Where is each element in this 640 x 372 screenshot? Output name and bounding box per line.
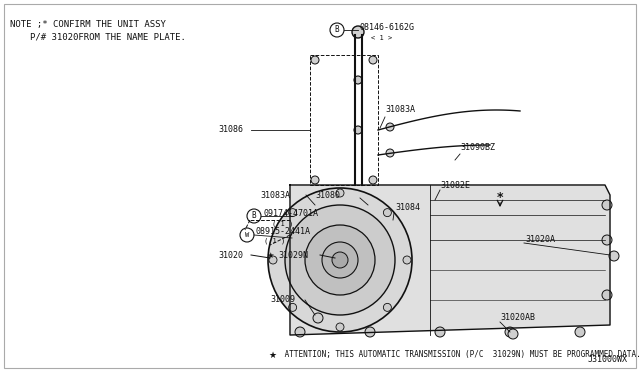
Text: 31020: 31020 bbox=[218, 250, 243, 260]
Circle shape bbox=[311, 56, 319, 64]
Circle shape bbox=[365, 327, 375, 337]
Circle shape bbox=[602, 235, 612, 245]
Bar bbox=[310, 55, 378, 185]
Circle shape bbox=[311, 176, 319, 184]
Text: 31086: 31086 bbox=[218, 125, 243, 135]
Text: 31090BZ: 31090BZ bbox=[460, 144, 495, 153]
Circle shape bbox=[383, 209, 392, 217]
Circle shape bbox=[609, 251, 619, 261]
Text: 31080: 31080 bbox=[315, 190, 340, 199]
Text: 08915-2441A: 08915-2441A bbox=[255, 228, 310, 237]
Circle shape bbox=[330, 23, 344, 37]
Circle shape bbox=[285, 205, 395, 315]
Text: 31029N: 31029N bbox=[278, 250, 308, 260]
Text: 08146-6162G: 08146-6162G bbox=[360, 23, 415, 32]
Polygon shape bbox=[290, 185, 610, 335]
Circle shape bbox=[403, 256, 411, 264]
Circle shape bbox=[269, 256, 277, 264]
Circle shape bbox=[289, 304, 296, 311]
Text: 31082E: 31082E bbox=[440, 180, 470, 189]
Circle shape bbox=[575, 327, 585, 337]
Circle shape bbox=[295, 327, 305, 337]
Circle shape bbox=[247, 209, 261, 223]
Circle shape bbox=[322, 242, 358, 278]
Text: B: B bbox=[252, 212, 256, 221]
Circle shape bbox=[602, 200, 612, 210]
Text: P/# 31020FROM THE NAME PLATE.: P/# 31020FROM THE NAME PLATE. bbox=[30, 32, 186, 42]
Text: 31083A: 31083A bbox=[385, 106, 415, 115]
Text: 31020AB: 31020AB bbox=[500, 314, 535, 323]
Text: 31020A: 31020A bbox=[525, 235, 555, 244]
Circle shape bbox=[369, 56, 377, 64]
Circle shape bbox=[268, 188, 412, 332]
Circle shape bbox=[505, 327, 515, 337]
Text: ( 1 ): ( 1 ) bbox=[264, 238, 285, 244]
Circle shape bbox=[336, 323, 344, 331]
Text: 31084: 31084 bbox=[395, 203, 420, 212]
Circle shape bbox=[352, 26, 364, 38]
Text: ★: ★ bbox=[268, 350, 276, 359]
Text: 31009: 31009 bbox=[270, 295, 295, 305]
Circle shape bbox=[383, 304, 392, 311]
Circle shape bbox=[386, 123, 394, 131]
Text: B: B bbox=[335, 26, 339, 35]
Circle shape bbox=[313, 313, 323, 323]
Circle shape bbox=[435, 327, 445, 337]
Circle shape bbox=[332, 252, 348, 268]
Circle shape bbox=[305, 225, 375, 295]
Circle shape bbox=[386, 149, 394, 157]
Circle shape bbox=[336, 189, 344, 197]
Circle shape bbox=[289, 209, 296, 217]
Circle shape bbox=[602, 290, 612, 300]
Text: W: W bbox=[245, 232, 249, 238]
Circle shape bbox=[508, 329, 518, 339]
Text: ★: ★ bbox=[266, 250, 274, 260]
Text: 31083A: 31083A bbox=[260, 190, 290, 199]
Text: < 1 >: < 1 > bbox=[371, 35, 392, 41]
Text: ATTENTION; THIS AUTOMATIC TRANSMISSION (P/C  31029N) MUST BE PROGRAMMED DATA.: ATTENTION; THIS AUTOMATIC TRANSMISSION (… bbox=[280, 350, 640, 359]
Circle shape bbox=[240, 228, 254, 242]
Text: 09174-4701A: 09174-4701A bbox=[263, 208, 318, 218]
Circle shape bbox=[354, 76, 362, 84]
Text: ( 1 ): ( 1 ) bbox=[272, 221, 293, 227]
Text: J31000WX: J31000WX bbox=[588, 356, 628, 365]
Text: *: * bbox=[497, 192, 503, 205]
Circle shape bbox=[354, 126, 362, 134]
Circle shape bbox=[369, 176, 377, 184]
Text: NOTE ;* CONFIRM THE UNIT ASSY: NOTE ;* CONFIRM THE UNIT ASSY bbox=[10, 20, 166, 29]
